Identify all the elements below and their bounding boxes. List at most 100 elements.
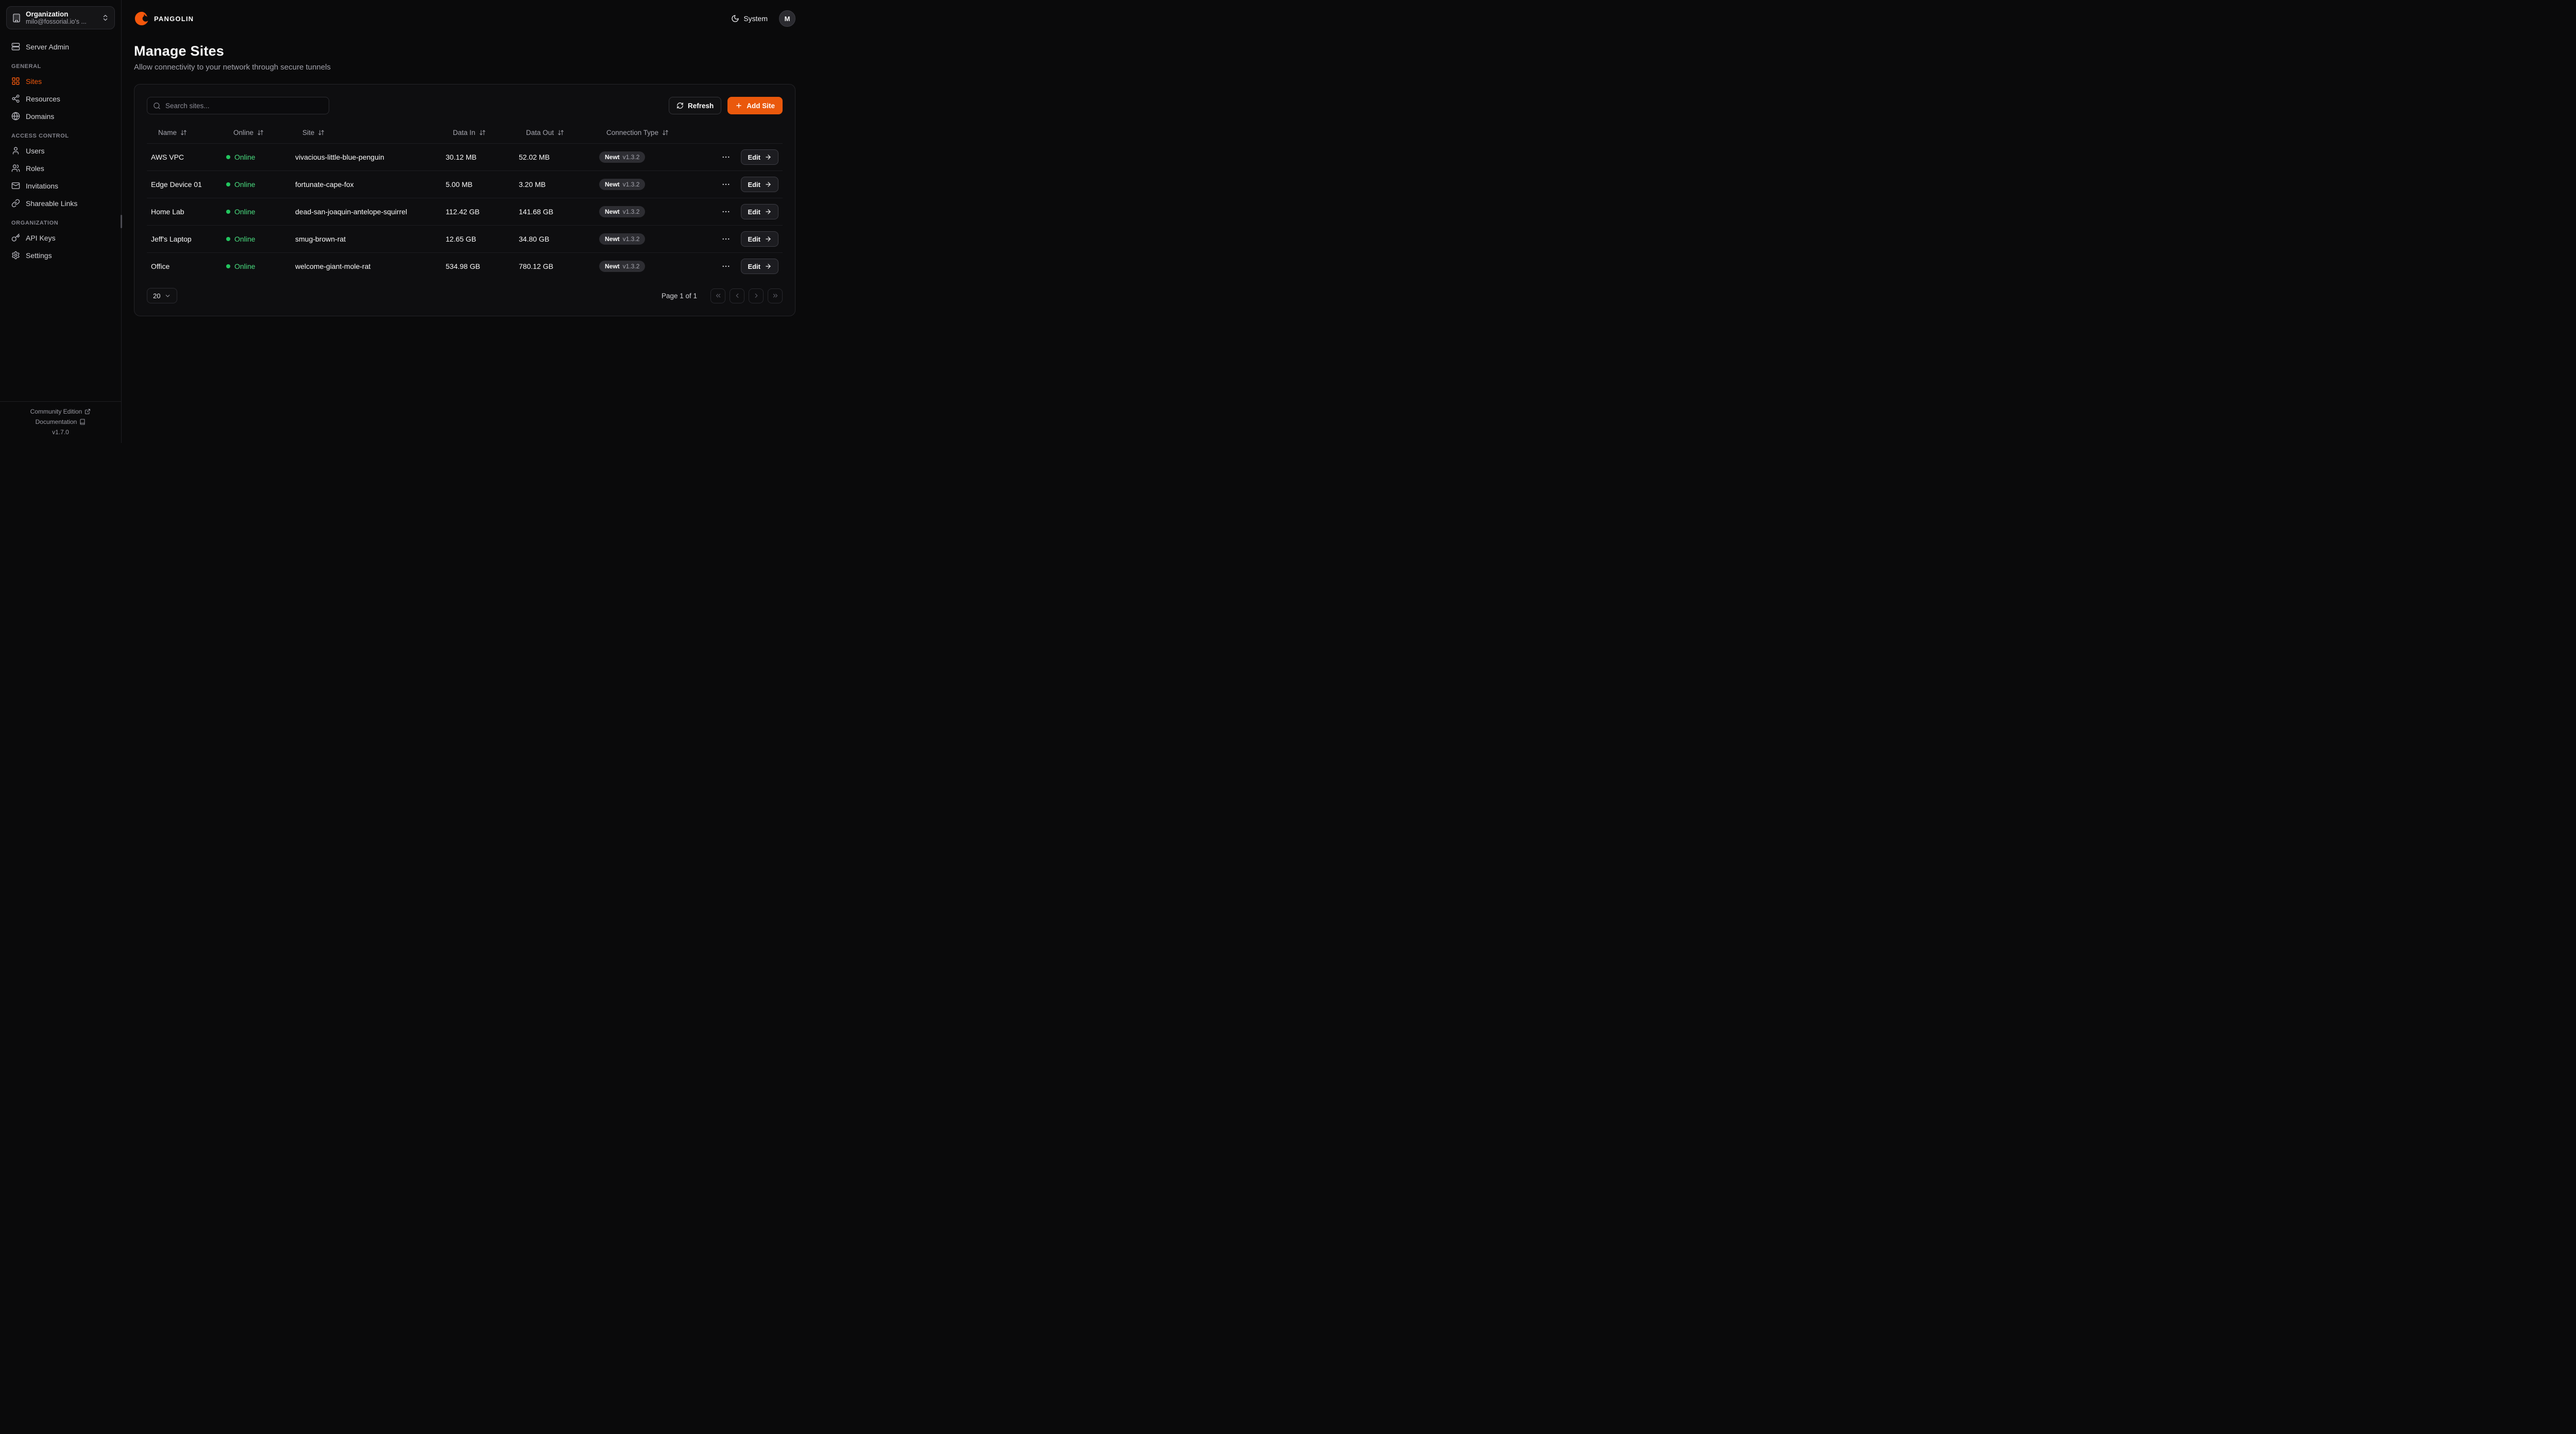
main-content: PANGOLIN System M Manage Sites Allow con… bbox=[122, 0, 808, 443]
edit-button[interactable]: Edit bbox=[741, 177, 778, 192]
external-link-icon bbox=[85, 409, 91, 414]
page-info: Page 1 of 1 bbox=[661, 292, 697, 300]
connection-name: Newt bbox=[605, 235, 620, 243]
sidebar-item-domains[interactable]: Domains bbox=[6, 108, 115, 125]
connection-version: v1.3.2 bbox=[622, 153, 640, 161]
connection-name: Newt bbox=[605, 208, 620, 215]
row-actions-cell: Edit bbox=[718, 259, 778, 274]
column-header-site[interactable]: Site bbox=[295, 129, 446, 136]
row-menu-button[interactable] bbox=[719, 178, 733, 191]
community-edition-link[interactable]: Community Edition bbox=[30, 408, 91, 415]
sidebar-resize-handle[interactable] bbox=[121, 215, 122, 228]
column-header-name[interactable]: Name bbox=[151, 129, 226, 136]
pagination: Page 1 of 1 bbox=[662, 288, 783, 303]
org-selector-text: Organization milo@fossorial.io's ... bbox=[26, 10, 97, 25]
search-input[interactable] bbox=[165, 101, 323, 110]
edit-button[interactable]: Edit bbox=[741, 259, 778, 274]
sidebar-footer: Community Edition Documentation v1.7.0 bbox=[0, 401, 121, 443]
user-icon bbox=[12, 147, 19, 155]
sidebar-item-label: API Keys bbox=[26, 233, 56, 242]
sort-icon bbox=[318, 130, 325, 135]
sites-table-header: Name Online Site Data In bbox=[147, 122, 783, 143]
data-in-cell: 112.42 GB bbox=[446, 208, 480, 216]
sidebar-item-roles[interactable]: Roles bbox=[6, 160, 115, 177]
sidebar-item-users[interactable]: Users bbox=[6, 142, 115, 159]
data-out-cell: 3.20 MB bbox=[519, 180, 546, 189]
ellipsis-icon bbox=[722, 265, 730, 267]
page-size-select[interactable]: 20 bbox=[147, 288, 178, 303]
connection-type-badge: Newt v1.3.2 bbox=[599, 206, 646, 217]
online-status-text: Online bbox=[234, 235, 256, 243]
online-status-cell: Online bbox=[226, 262, 295, 270]
row-menu-button[interactable] bbox=[719, 150, 733, 164]
chevrons-up-down-icon bbox=[103, 14, 108, 21]
avatar-initial: M bbox=[784, 14, 790, 23]
moon-icon bbox=[732, 15, 739, 22]
sidebar-item-sites[interactable]: Sites bbox=[6, 73, 115, 90]
key-icon bbox=[11, 233, 20, 242]
sidebar-item-api-keys[interactable]: API Keys bbox=[6, 229, 115, 246]
connection-type-badge: Newt v1.3.2 bbox=[599, 179, 646, 190]
page-subtitle: Allow connectivity to your network throu… bbox=[134, 63, 331, 72]
sidebar-item-settings[interactable]: Settings bbox=[6, 247, 115, 264]
sites-table-body: AWS VPC Online vivacious-little-blue-pen… bbox=[147, 143, 783, 280]
theme-selector[interactable]: System bbox=[731, 14, 768, 23]
column-header-connection-type[interactable]: Connection Type bbox=[599, 129, 718, 136]
column-label: Data Out bbox=[526, 128, 554, 136]
sidebar-nav: Server Admin GENERAL Sites Resources Dom… bbox=[0, 36, 121, 401]
documentation-link[interactable]: Documentation bbox=[36, 418, 86, 425]
connection-name: Newt bbox=[605, 181, 620, 188]
next-page-button[interactable] bbox=[749, 288, 764, 303]
row-menu-button[interactable] bbox=[719, 205, 733, 218]
column-header-data-in[interactable]: Data In bbox=[446, 129, 519, 136]
chevron-down-icon bbox=[166, 294, 170, 297]
sidebar-item-resources[interactable]: Resources bbox=[6, 90, 115, 107]
sort-icon bbox=[558, 130, 564, 135]
row-menu-button[interactable] bbox=[719, 232, 733, 246]
search-icon bbox=[154, 102, 160, 109]
section-label-access-control: ACCESS CONTROL bbox=[11, 133, 69, 139]
add-site-button[interactable]: Add Site bbox=[727, 97, 783, 114]
edit-button[interactable]: Edit bbox=[741, 149, 778, 165]
sidebar-item-label: Sites bbox=[26, 77, 42, 86]
sort-icon bbox=[181, 130, 187, 135]
org-selector-subtitle: milo@fossorial.io's ... bbox=[26, 18, 87, 25]
sidebar-item-invitations[interactable]: Invitations bbox=[6, 177, 115, 194]
sidebar-item-shareable-links[interactable]: Shareable Links bbox=[6, 195, 115, 212]
row-actions-cell: Edit bbox=[718, 149, 778, 165]
online-status-text: Online bbox=[234, 180, 256, 189]
row-actions-cell: Edit bbox=[718, 231, 778, 247]
data-in-cell: 30.12 MB bbox=[446, 153, 477, 161]
add-site-label: Add Site bbox=[747, 101, 775, 110]
connection-name: Newt bbox=[605, 263, 620, 270]
first-page-button[interactable] bbox=[710, 288, 725, 303]
column-header-online[interactable]: Online bbox=[226, 129, 295, 136]
connection-version: v1.3.2 bbox=[622, 208, 640, 215]
last-page-button[interactable] bbox=[768, 288, 783, 303]
sidebar-item-label: Settings bbox=[26, 251, 52, 260]
arrow-right-icon bbox=[766, 155, 771, 160]
online-dot bbox=[226, 210, 230, 214]
data-out-cell: 34.80 GB bbox=[519, 235, 550, 243]
connection-type-badge: Newt v1.3.2 bbox=[599, 151, 646, 163]
sidebar-item-server-admin[interactable]: Server Admin bbox=[6, 38, 115, 55]
row-menu-button[interactable] bbox=[719, 260, 733, 273]
refresh-button[interactable]: Refresh bbox=[668, 97, 722, 114]
column-header-data-out[interactable]: Data Out bbox=[519, 129, 599, 136]
online-status-text: Online bbox=[234, 153, 256, 161]
edit-button[interactable]: Edit bbox=[741, 204, 778, 219]
edit-label: Edit bbox=[748, 208, 760, 216]
gear-icon bbox=[12, 251, 20, 260]
chevrons-right-icon bbox=[773, 294, 777, 298]
connection-type-cell: Newt v1.3.2 bbox=[599, 206, 718, 217]
mail-icon bbox=[11, 182, 20, 189]
app-root: Organization milo@fossorial.io's ... Ser… bbox=[0, 0, 808, 443]
site-slug-cell: dead-san-joaquin-antelope-squirrel bbox=[295, 208, 408, 216]
org-selector[interactable]: Organization milo@fossorial.io's ... bbox=[6, 6, 115, 29]
previous-page-button[interactable] bbox=[730, 288, 744, 303]
resources-icon bbox=[12, 94, 20, 103]
column-label: Name bbox=[158, 128, 177, 136]
edit-button[interactable]: Edit bbox=[741, 231, 778, 247]
avatar[interactable]: M bbox=[779, 10, 795, 27]
ellipsis-icon bbox=[722, 156, 730, 158]
